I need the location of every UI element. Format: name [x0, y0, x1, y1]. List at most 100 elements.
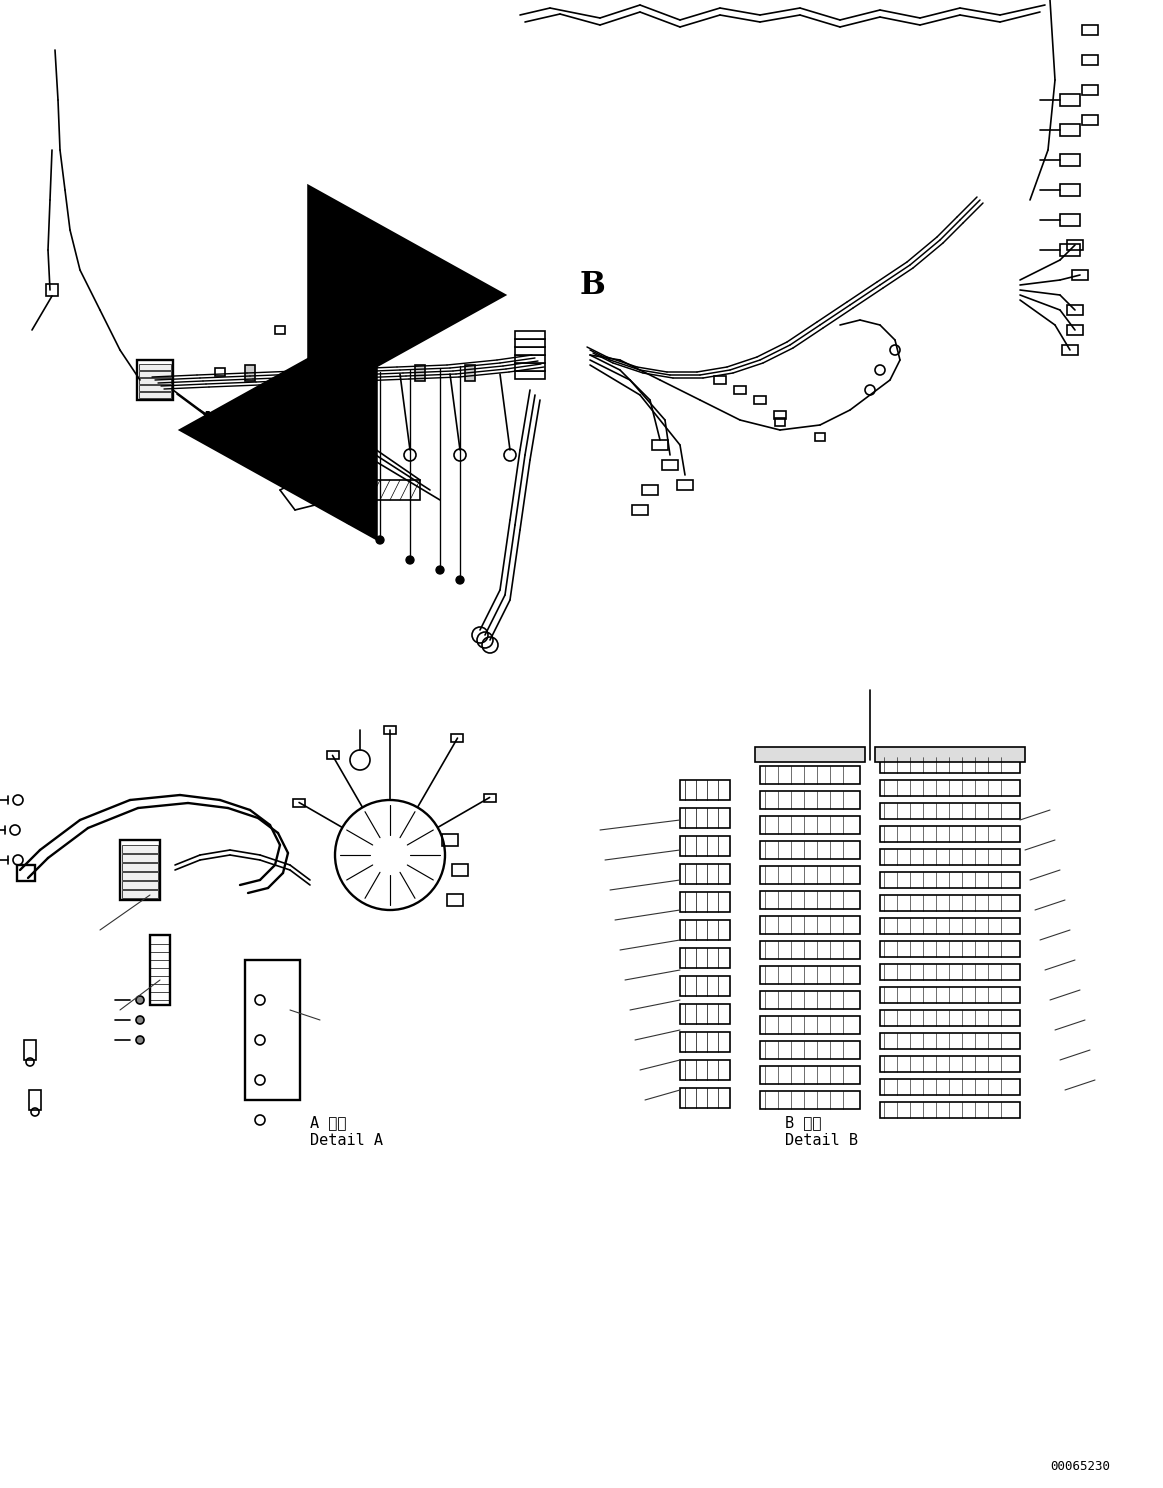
- Bar: [880, 1056, 1020, 1071]
- Text: 00065230: 00065230: [1050, 1460, 1110, 1473]
- Bar: [1059, 244, 1080, 256]
- Text: B 詳細: B 詳細: [785, 1115, 821, 1129]
- Bar: [1066, 305, 1083, 315]
- Bar: [632, 504, 648, 515]
- Bar: [1066, 324, 1083, 335]
- Bar: [662, 460, 678, 470]
- Bar: [680, 1059, 730, 1080]
- Bar: [759, 766, 859, 784]
- Bar: [759, 891, 859, 909]
- Bar: [680, 836, 730, 856]
- Bar: [140, 378, 171, 384]
- Text: A 詳細: A 詳細: [311, 1115, 347, 1129]
- Bar: [880, 850, 1020, 865]
- Bar: [447, 894, 463, 906]
- Bar: [274, 326, 285, 333]
- Bar: [140, 385, 171, 391]
- Bar: [759, 1042, 859, 1059]
- Bar: [680, 976, 730, 995]
- Bar: [759, 1091, 859, 1109]
- Bar: [215, 368, 224, 376]
- Bar: [1059, 94, 1080, 106]
- Bar: [714, 376, 726, 384]
- Bar: [365, 365, 374, 381]
- Bar: [759, 841, 859, 859]
- Bar: [1066, 240, 1083, 250]
- Bar: [754, 396, 766, 405]
- Bar: [759, 1016, 859, 1034]
- Bar: [451, 734, 464, 743]
- Bar: [880, 940, 1020, 957]
- Bar: [880, 1010, 1020, 1027]
- Bar: [515, 330, 545, 339]
- Bar: [680, 948, 730, 969]
- Bar: [122, 854, 158, 862]
- Bar: [759, 815, 859, 833]
- Bar: [452, 865, 468, 876]
- Bar: [680, 1088, 730, 1109]
- Bar: [880, 1079, 1020, 1095]
- Bar: [1059, 153, 1080, 167]
- Bar: [880, 804, 1020, 818]
- Circle shape: [376, 536, 384, 545]
- Bar: [1059, 124, 1080, 135]
- Bar: [47, 284, 58, 296]
- Bar: [680, 780, 730, 801]
- Bar: [293, 799, 305, 806]
- Bar: [1082, 55, 1098, 65]
- Circle shape: [136, 995, 144, 1004]
- Bar: [1082, 85, 1098, 95]
- Bar: [759, 866, 859, 884]
- Bar: [734, 385, 745, 394]
- Bar: [484, 793, 495, 802]
- Bar: [680, 891, 730, 912]
- Bar: [759, 966, 859, 984]
- Bar: [122, 890, 158, 897]
- Bar: [775, 411, 786, 420]
- Bar: [1082, 25, 1098, 36]
- Bar: [880, 964, 1020, 981]
- Bar: [652, 440, 668, 449]
- Bar: [880, 918, 1020, 934]
- Bar: [122, 863, 158, 870]
- Bar: [880, 780, 1020, 796]
- Bar: [24, 1040, 36, 1059]
- Circle shape: [347, 516, 354, 524]
- Text: A: A: [195, 409, 219, 440]
- Text: Detail A: Detail A: [311, 1132, 383, 1149]
- Bar: [815, 433, 825, 440]
- Bar: [384, 726, 395, 734]
- Bar: [122, 845, 158, 853]
- Bar: [415, 365, 424, 381]
- Bar: [29, 1091, 41, 1110]
- Bar: [1072, 269, 1089, 280]
- Bar: [880, 757, 1020, 772]
- Bar: [680, 920, 730, 940]
- Bar: [120, 841, 160, 900]
- Bar: [1062, 345, 1078, 356]
- Text: B: B: [580, 269, 606, 301]
- Bar: [245, 960, 300, 1100]
- Bar: [140, 391, 171, 397]
- Bar: [515, 363, 545, 371]
- Bar: [140, 371, 171, 376]
- Bar: [327, 751, 338, 759]
- Bar: [1082, 115, 1098, 125]
- Bar: [880, 826, 1020, 842]
- Bar: [759, 991, 859, 1009]
- Bar: [759, 792, 859, 809]
- Bar: [880, 872, 1020, 888]
- Bar: [515, 371, 545, 379]
- Circle shape: [136, 1016, 144, 1024]
- Bar: [137, 360, 173, 400]
- Bar: [122, 872, 158, 879]
- Bar: [680, 1004, 730, 1024]
- Bar: [880, 894, 1020, 911]
- Bar: [17, 865, 35, 881]
- Bar: [122, 881, 158, 888]
- Bar: [465, 365, 475, 381]
- Bar: [305, 365, 315, 381]
- Bar: [680, 1033, 730, 1052]
- Bar: [442, 833, 458, 847]
- Bar: [1059, 214, 1080, 226]
